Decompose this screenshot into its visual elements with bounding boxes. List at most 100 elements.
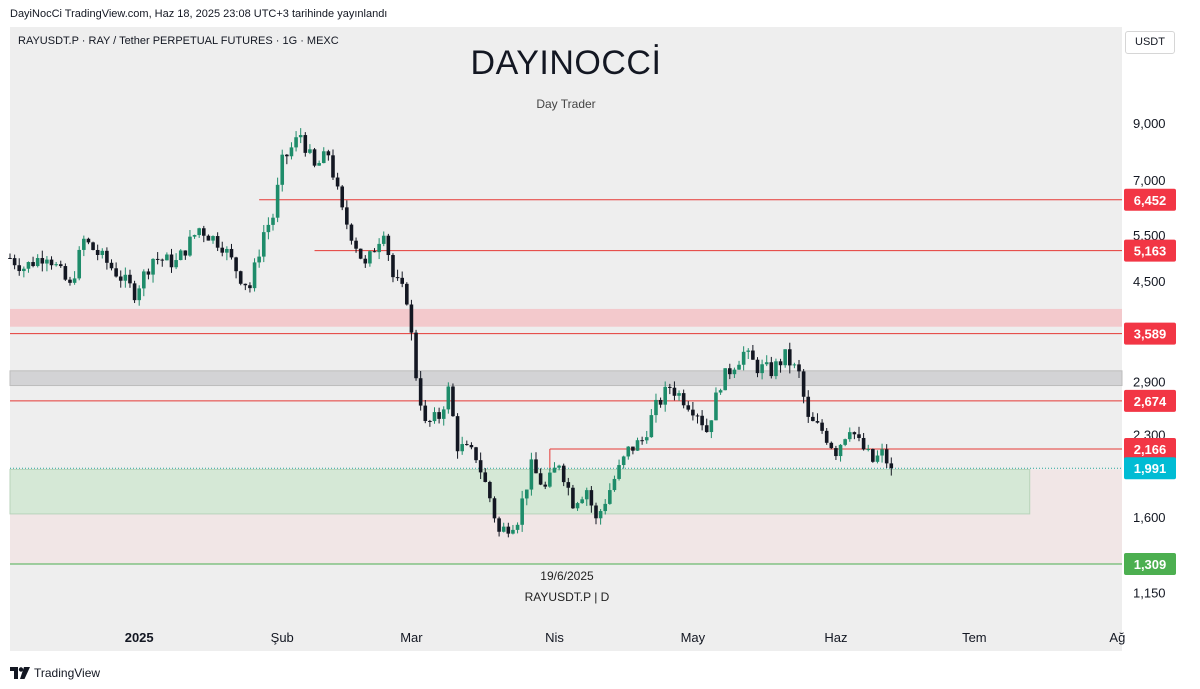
candle-down — [326, 151, 331, 156]
candle-down — [63, 266, 68, 280]
candle-down — [889, 463, 894, 469]
candle-down — [561, 465, 566, 483]
y-tick-label: 1,600 — [1133, 510, 1166, 525]
candle-down — [340, 186, 345, 208]
candle-down — [428, 420, 432, 422]
candle-down — [118, 276, 123, 281]
candles-layer — [8, 128, 894, 538]
candle-up — [261, 232, 266, 257]
zone-demand — [9, 468, 1031, 515]
price-badge-label: 2,166 — [1134, 442, 1167, 457]
price-badge — [1124, 457, 1176, 480]
tradingview-logo-icon — [10, 667, 30, 679]
footer: TradingView — [10, 665, 100, 681]
candle-down — [884, 449, 889, 464]
candle-up — [192, 235, 197, 237]
candle-down — [331, 155, 335, 178]
candle-down — [363, 258, 368, 264]
candle-down — [751, 350, 755, 360]
candle-down — [386, 235, 391, 256]
candle-down — [372, 251, 377, 253]
candle-down — [451, 386, 455, 417]
candle-down — [146, 271, 151, 275]
candle-up — [663, 386, 668, 405]
candle-up — [649, 415, 654, 438]
candle-down — [658, 399, 663, 405]
x-tick-label: Haz — [824, 630, 847, 645]
candle-down — [538, 473, 543, 485]
published-info: DayiNocCi TradingView.com, Haz 18, 2025 … — [10, 8, 388, 20]
candle-down — [8, 257, 12, 259]
candle-down — [857, 434, 861, 438]
candle-down — [423, 405, 428, 421]
price-badge-label: 3,589 — [1134, 327, 1167, 342]
candle-up — [308, 149, 312, 153]
candle-up — [723, 368, 727, 391]
candle-down — [17, 265, 22, 272]
candle-up — [584, 490, 589, 500]
y-tick-label: 9,000 — [1133, 116, 1166, 131]
candle-down — [183, 250, 188, 256]
candle-down — [391, 255, 395, 278]
candle-up — [77, 249, 82, 279]
y-tick-label: 5,500 — [1133, 228, 1166, 243]
currency-selector[interactable]: USDT — [1125, 31, 1175, 54]
candle-up — [847, 432, 852, 440]
candle-down — [824, 430, 829, 443]
candle-up — [54, 264, 58, 266]
candle-down — [497, 518, 501, 532]
candle-down — [469, 444, 474, 448]
candle-down — [769, 362, 774, 377]
candle-down — [238, 271, 243, 284]
candle-down — [806, 396, 811, 417]
candle-up — [280, 154, 285, 185]
candle-up — [211, 236, 215, 241]
candle-up — [45, 259, 49, 264]
candle-up — [26, 262, 31, 269]
candle-down — [248, 285, 252, 289]
watermark-date: 19/6/2025 — [540, 569, 594, 583]
candle-up — [289, 147, 294, 157]
candle-up — [511, 529, 515, 534]
candle-down — [686, 405, 691, 410]
candle-up — [524, 489, 529, 499]
candle-down — [594, 505, 598, 519]
price-badge — [1124, 389, 1176, 412]
candle-down — [49, 259, 54, 266]
candle-down — [418, 378, 423, 406]
candle-up — [866, 449, 871, 451]
candle-up — [151, 258, 155, 275]
candle-down — [405, 283, 409, 305]
candle-up — [557, 465, 561, 468]
candle-up — [321, 151, 326, 164]
y-tick-label: 2,900 — [1133, 374, 1166, 389]
candle-down — [695, 415, 700, 417]
symbol-info[interactable]: RAYUSDT.P · RAY / Tether PERPETUAL FUTUR… — [18, 35, 339, 47]
candle-down — [105, 250, 109, 263]
candle-up — [381, 235, 386, 244]
candle-down — [114, 268, 118, 277]
x-tick-label: 2025 — [125, 630, 154, 645]
candle-down — [312, 149, 317, 166]
candle-up — [520, 498, 524, 525]
candle-down — [345, 207, 349, 225]
candle-down — [534, 459, 538, 474]
candle-down — [566, 482, 571, 488]
candle-up — [82, 238, 86, 250]
candle-down — [543, 484, 548, 487]
candle-up — [880, 449, 884, 456]
candle-up — [515, 524, 520, 530]
candle-up — [792, 364, 797, 366]
candle-down — [12, 258, 17, 266]
x-tick-label: Tem — [962, 630, 987, 645]
candle-up — [432, 412, 437, 422]
candle-up — [774, 361, 778, 377]
candle-up — [225, 248, 229, 253]
candle-down — [414, 332, 418, 379]
candle-down — [169, 254, 174, 268]
candle-up — [137, 288, 141, 301]
candle-down — [220, 247, 225, 253]
candle-up — [294, 137, 298, 148]
